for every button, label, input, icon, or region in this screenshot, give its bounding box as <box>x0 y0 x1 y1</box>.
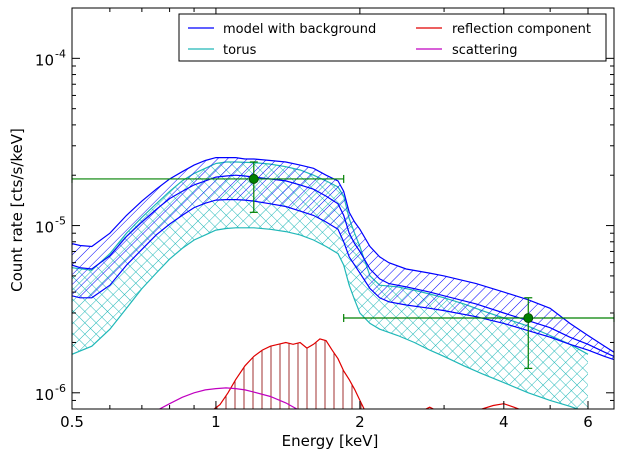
line-lower-model-with-background <box>72 199 614 361</box>
legend-label-model: model with background <box>223 22 376 37</box>
legend-label-torus: torus <box>223 43 257 58</box>
series-layer <box>72 157 614 409</box>
line-mid-model-with-background <box>72 174 614 357</box>
band-torus <box>72 162 588 409</box>
line-extra-reflection-component <box>424 403 521 409</box>
line-lower-torus <box>72 227 580 409</box>
x-tick-label: 4 <box>499 413 509 431</box>
legend-label-scattering: scattering <box>452 43 518 58</box>
y-tick-label-exponent: -5 <box>55 215 66 228</box>
x-tick-label: 0.5 <box>60 413 84 431</box>
y-tick-label: 10 <box>35 51 54 69</box>
y-tick-label-exponent: -4 <box>55 47 66 60</box>
x-tick-label: 1 <box>211 413 221 431</box>
line-upper-model-with-background <box>72 157 614 353</box>
x-tick-label: 6 <box>583 413 593 431</box>
y-tick-label: 10 <box>35 219 54 237</box>
y-tick-label-exponent: -6 <box>55 382 66 395</box>
x-axis-label: Energy [keV] <box>282 432 379 450</box>
legend: model with background torus reflection c… <box>178 13 607 62</box>
y-axis-label: Count rate [cts/s/keV] <box>8 128 26 292</box>
tick-labels-layer: 0.5 1 2 4 610-610-510-4 <box>35 47 593 431</box>
x-tick-label: 2 <box>355 413 365 431</box>
y-tick-label: 10 <box>35 386 54 404</box>
data-point-0 <box>248 174 259 184</box>
band-model-with-background <box>72 157 614 360</box>
data-point-1 <box>523 313 534 323</box>
line-scattering <box>158 387 299 409</box>
line-upper-reflection-component <box>213 338 365 409</box>
ticks-layer <box>71 7 614 410</box>
plot-frame <box>71 7 615 410</box>
legend-box <box>178 13 607 62</box>
legend-label-reflection: reflection component <box>452 22 591 37</box>
